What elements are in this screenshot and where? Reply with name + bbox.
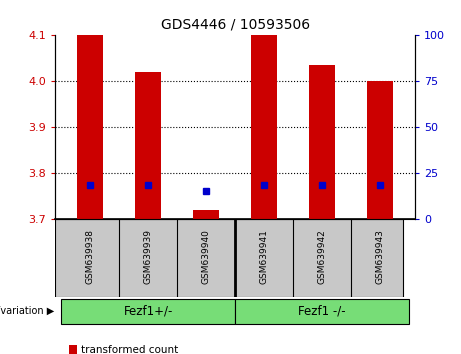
Text: transformed count: transformed count <box>81 346 178 354</box>
Text: GSM639941: GSM639941 <box>260 229 269 284</box>
Text: GSM639940: GSM639940 <box>201 229 211 284</box>
Bar <box>135 72 161 219</box>
Bar <box>251 35 277 219</box>
Bar <box>193 210 219 219</box>
Text: GSM639939: GSM639939 <box>144 229 153 284</box>
Bar <box>367 81 393 219</box>
Text: GSM639943: GSM639943 <box>376 229 384 284</box>
Bar <box>77 35 103 219</box>
Bar <box>61 299 235 324</box>
Bar <box>309 65 335 219</box>
Text: Fezf1+/-: Fezf1+/- <box>124 304 173 318</box>
Title: GDS4446 / 10593506: GDS4446 / 10593506 <box>160 17 310 32</box>
Text: GSM639942: GSM639942 <box>318 229 326 284</box>
Text: GSM639938: GSM639938 <box>86 229 95 284</box>
Bar <box>235 299 409 324</box>
Text: genotype/variation ▶: genotype/variation ▶ <box>0 306 54 316</box>
Text: Fezf1 -/-: Fezf1 -/- <box>298 304 346 318</box>
